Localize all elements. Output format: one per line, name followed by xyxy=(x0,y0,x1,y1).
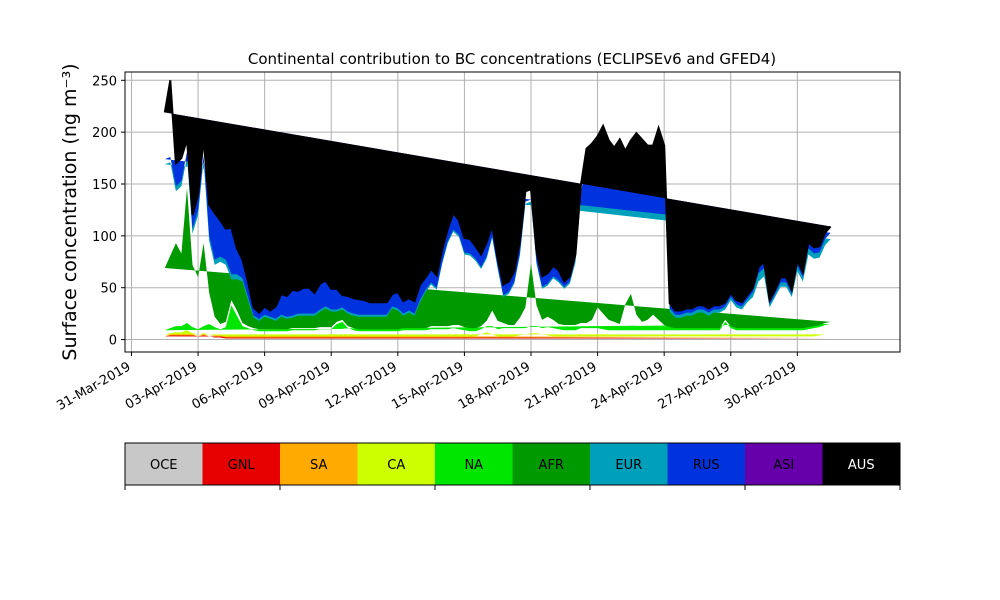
total-outline-line xyxy=(163,80,832,315)
colorbar-swatch-aus xyxy=(822,443,901,485)
region-colorbar: OCE GNL SA CA NA AFR EUR RUS ASI AUS xyxy=(124,442,901,490)
colorbar-label-aus: AUS xyxy=(848,458,875,473)
colorbar-label-gnl: GNL xyxy=(228,458,256,473)
colorbar-swatch-ca xyxy=(357,443,436,485)
colorbar-label-eur: EUR xyxy=(615,458,642,473)
colorbar-swatch-gnl xyxy=(202,443,281,485)
colorbar-label-ca: CA xyxy=(387,458,405,473)
colorbar-label-oce: OCE xyxy=(150,458,178,473)
x-tick-label: 18-Apr-2019 xyxy=(456,359,533,412)
x-tick-label: 21-Apr-2019 xyxy=(522,359,599,412)
colorbar-swatch-afr xyxy=(512,443,591,485)
colorbar-swatch-eur xyxy=(590,443,668,485)
colorbar-label-rus: RUS xyxy=(693,458,720,473)
colorbar-label-na: NA xyxy=(464,458,483,473)
colorbar-swatch-asi xyxy=(745,443,823,485)
x-tick-label: 30-Apr-2019 xyxy=(722,359,799,412)
x-tick-label: 03-Apr-2019 xyxy=(123,359,200,412)
x-tick-label: 09-Apr-2019 xyxy=(256,359,333,412)
y-tick-label: 100 xyxy=(92,230,117,245)
y-axis-ticks: 0 50 100 150 200 250 xyxy=(92,74,125,349)
y-tick-label: 250 xyxy=(92,74,117,89)
x-tick-label: 15-Apr-2019 xyxy=(389,359,466,412)
colorbar-label-afr: AFR xyxy=(539,458,564,473)
x-tick-label: 12-Apr-2019 xyxy=(323,359,400,412)
y-tick-label: 50 xyxy=(100,282,117,297)
stacked-areas xyxy=(164,80,831,339)
colorbar-frame xyxy=(124,442,901,486)
colorbar-label-sa: SA xyxy=(310,458,327,473)
x-tick-label: 31-Mar-2019 xyxy=(54,359,133,413)
x-tick-label: 06-Apr-2019 xyxy=(190,359,267,412)
y-tick-label: 0 xyxy=(109,334,117,349)
area-na xyxy=(164,305,831,332)
area-ca xyxy=(164,330,831,337)
y-tick-label: 200 xyxy=(92,126,117,141)
x-axis-ticks: 31-Mar-201903-Apr-201906-Apr-201909-Apr-… xyxy=(54,352,799,414)
colorbar-swatch-oce xyxy=(125,443,203,485)
y-tick-label: 150 xyxy=(92,178,117,193)
colorbar-swatch-sa xyxy=(280,443,358,485)
area-aus xyxy=(164,80,831,313)
x-tick-label: 24-Apr-2019 xyxy=(589,359,666,412)
plot-frame xyxy=(124,71,901,353)
colorbar-swatch-rus xyxy=(667,443,746,485)
colorbar-label-asi: ASI xyxy=(773,458,794,473)
x-tick-label: 27-Apr-2019 xyxy=(656,359,733,412)
colorbar-swatch-na xyxy=(435,443,513,485)
chart-title: Continental contribution to BC concentra… xyxy=(248,50,776,68)
y-axis-label: Surface concentration (ng m⁻³) xyxy=(59,63,81,360)
